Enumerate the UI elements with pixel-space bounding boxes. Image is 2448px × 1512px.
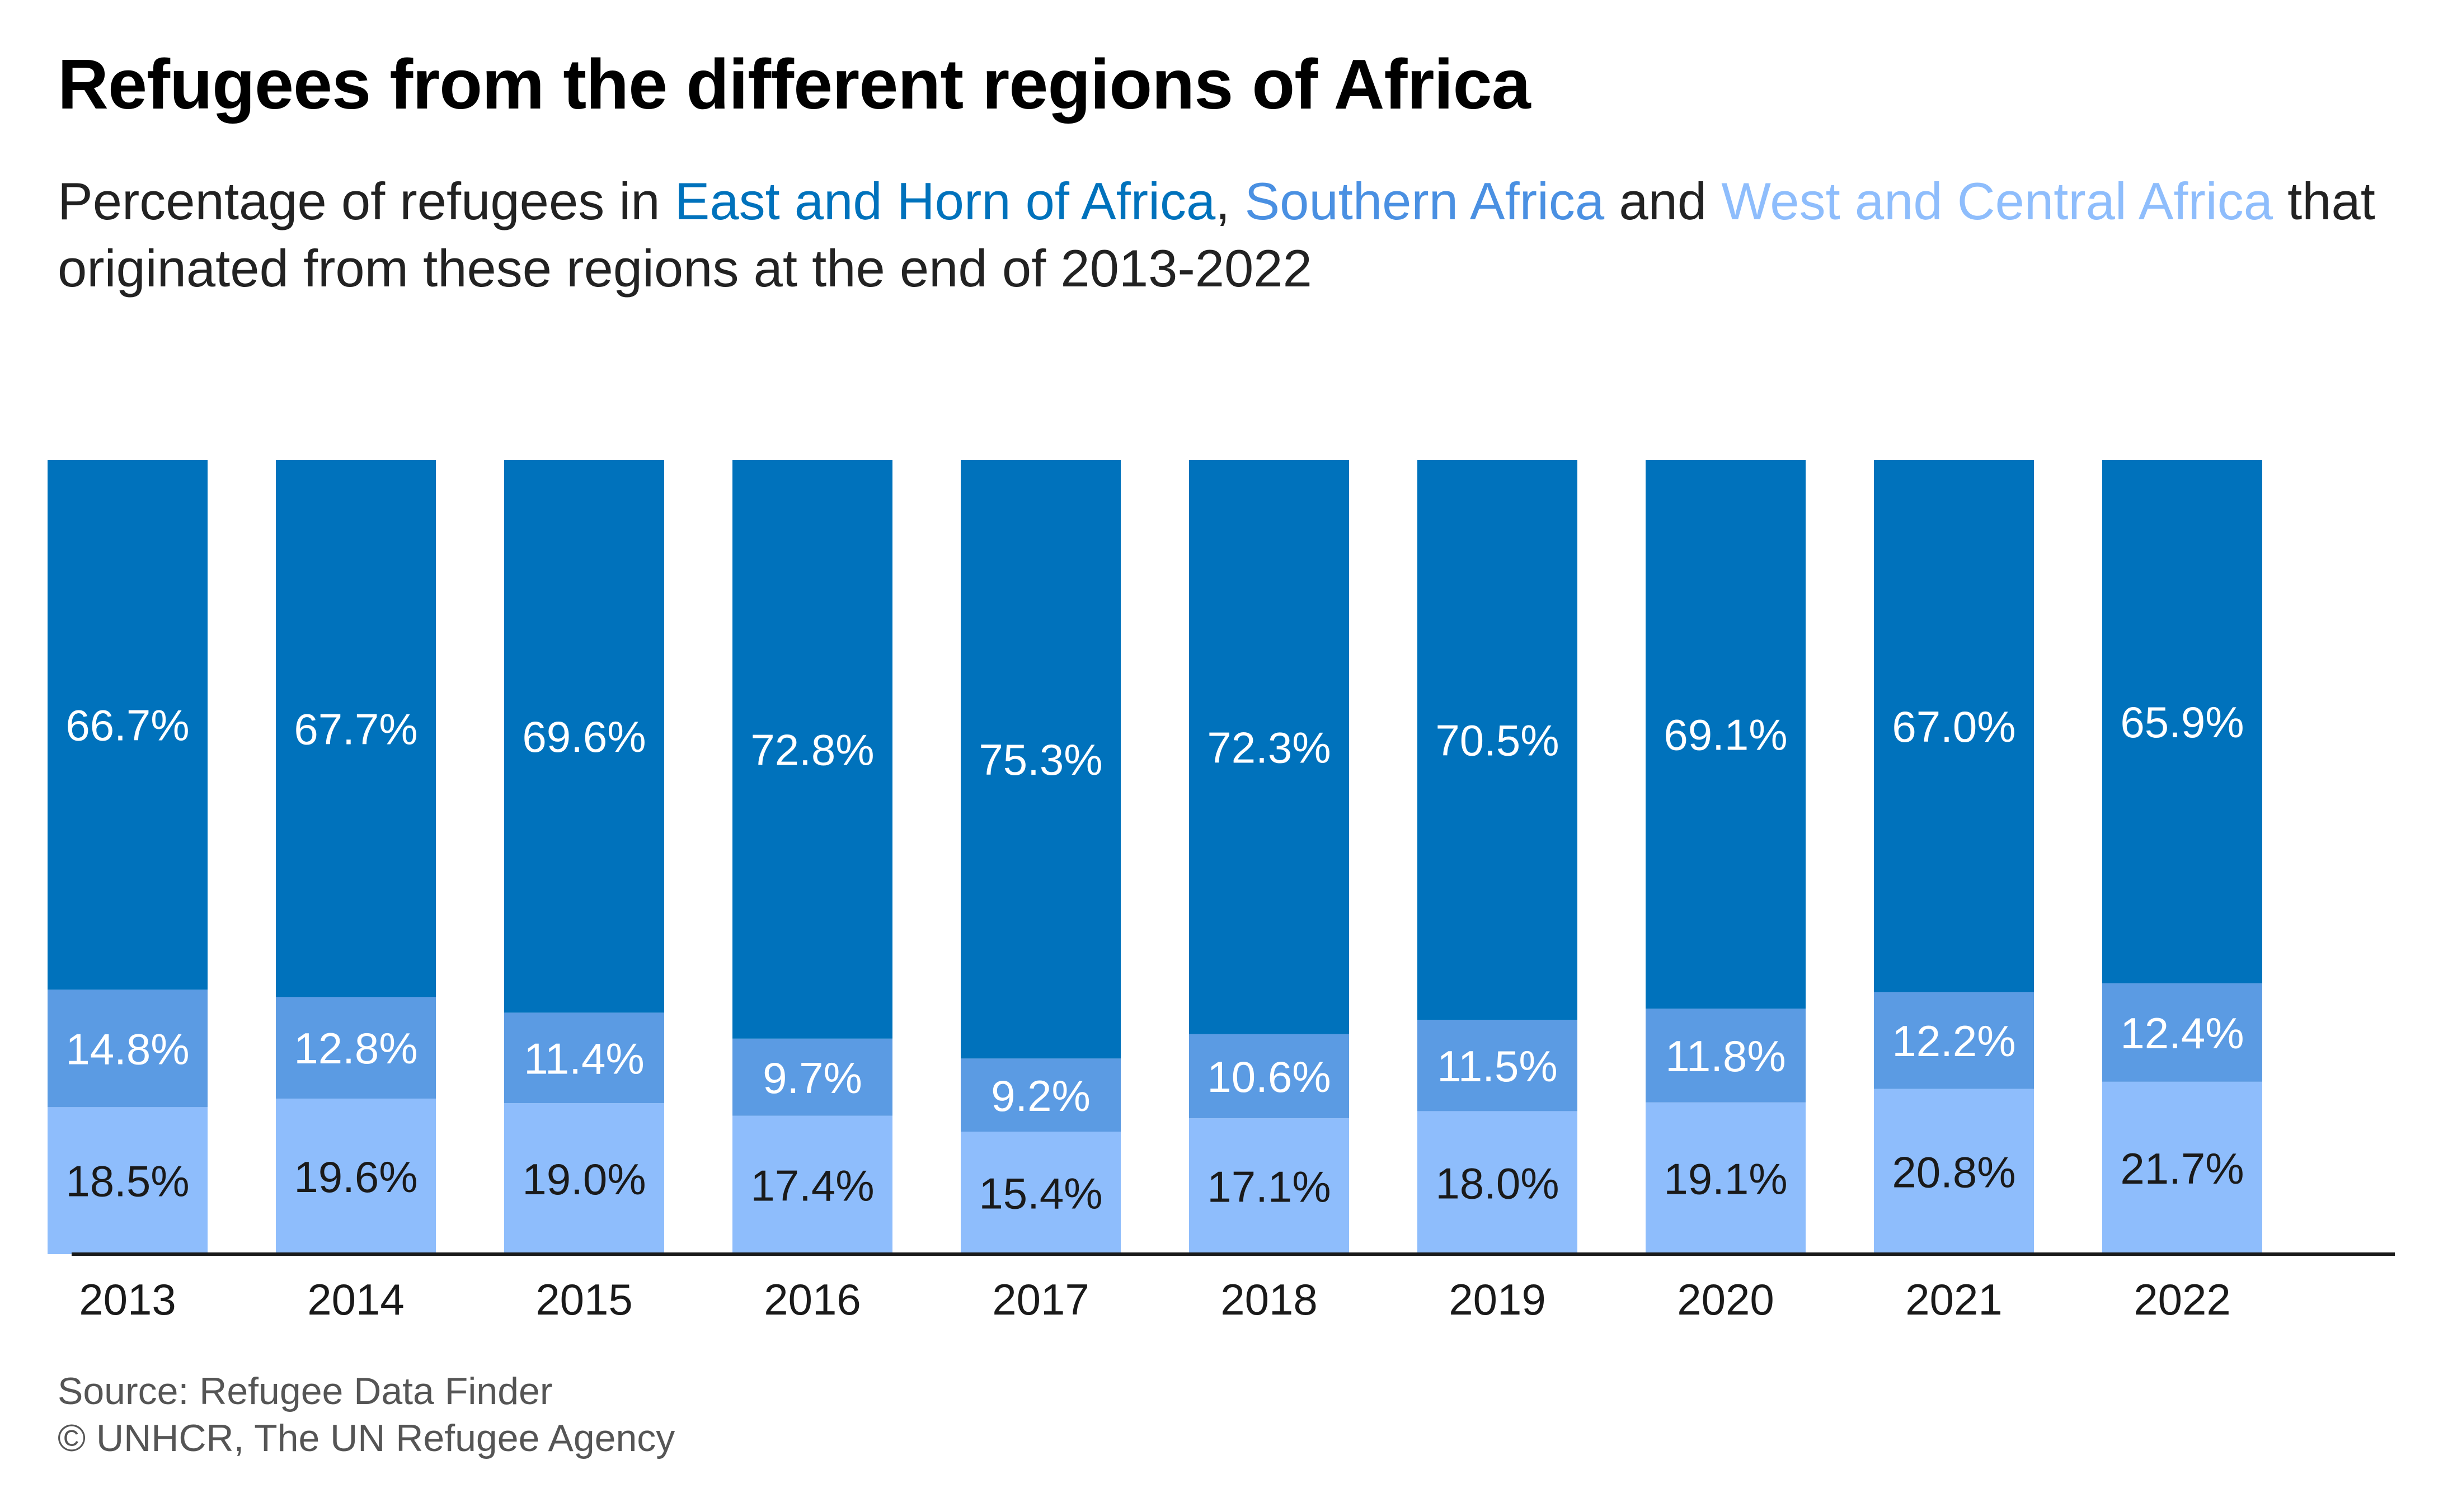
x-tick-label-2021: 2021 — [1905, 1275, 2003, 1324]
bar-segment-west-central-2018 — [1189, 1118, 1349, 1254]
data-label-east-horn-2017: 75.3% — [979, 735, 1102, 784]
data-label-east-horn-2015: 69.6% — [522, 712, 646, 761]
bar-segment-east-horn-2018 — [1189, 460, 1349, 1034]
data-label-west-central-2022: 21.7% — [2120, 1144, 2244, 1193]
bar-segment-southern-2018 — [1189, 1034, 1349, 1119]
data-label-west-central-2019: 18.0% — [1435, 1158, 1559, 1208]
legend-west-central: West and Central Africa — [1721, 172, 2273, 230]
data-label-southern-2019: 11.5% — [1437, 1042, 1557, 1091]
data-label-west-central-2014: 19.6% — [294, 1152, 417, 1202]
data-label-east-horn-2020: 69.1% — [1664, 710, 1787, 760]
bar-segment-west-central-2015 — [504, 1103, 664, 1254]
bar-segment-east-horn-2017 — [961, 460, 1121, 1059]
chart-title: Refugees from the different regions of A… — [58, 45, 1531, 124]
x-tick-label-2019: 2019 — [1449, 1275, 1546, 1324]
data-label-east-horn-2022: 65.9% — [2120, 698, 2244, 747]
x-axis-ticks: 2013 2014 2015 2016 2017 2018 2019 2020 2021 2022 — [79, 1275, 2231, 1324]
data-label-southern-2020: 11.8% — [1665, 1031, 1786, 1081]
bar-segment-southern-2021 — [1874, 992, 2034, 1089]
subtitle-suffix: that originated from these regions at th… — [58, 172, 2375, 298]
bars-layer — [48, 460, 2262, 1254]
data-label-southern-2015: 11.4% — [524, 1034, 644, 1083]
legend-southern: Southern Africa — [1244, 172, 1605, 230]
data-label-southern-2022: 12.4% — [2120, 1009, 2244, 1058]
bar-segment-west-central-2014 — [276, 1098, 436, 1254]
x-tick-label-2016: 2016 — [764, 1275, 861, 1324]
bar-segment-east-horn-2013 — [48, 460, 208, 990]
x-tick-label-2018: 2018 — [1220, 1275, 1318, 1324]
data-label-west-central-2016: 17.4% — [750, 1161, 874, 1210]
data-label-east-horn-2018: 72.3% — [1207, 723, 1331, 772]
bar-segment-east-horn-2021 — [1874, 460, 2034, 992]
bar-segment-west-central-2013 — [48, 1107, 208, 1254]
x-tick-label-2020: 2020 — [1677, 1275, 1774, 1324]
bar-segment-southern-2022 — [2102, 983, 2262, 1082]
bar-segment-west-central-2016 — [732, 1115, 892, 1254]
x-tick-label-2015: 2015 — [535, 1275, 633, 1324]
data-label-east-horn-2016: 72.8% — [750, 725, 874, 774]
bar-segment-east-horn-2022 — [2102, 460, 2262, 983]
data-label-east-horn-2021: 67.0% — [1892, 702, 2015, 751]
bar-segment-southern-2019 — [1417, 1020, 1577, 1111]
data-label-west-central-2018: 17.1% — [1207, 1162, 1331, 1212]
data-label-west-central-2017: 15.4% — [979, 1169, 1102, 1218]
bar-segment-west-central-2019 — [1417, 1111, 1577, 1254]
bar-segment-southern-2015 — [504, 1012, 664, 1104]
subtitle-separator: and — [1604, 172, 1722, 230]
data-label-southern-2013: 14.8% — [65, 1024, 189, 1073]
bar-segment-west-central-2022 — [2102, 1081, 2262, 1254]
data-label-southern-2018: 10.6% — [1207, 1052, 1331, 1101]
bar-segment-southern-2014 — [276, 997, 436, 1099]
x-tick-label-2022: 2022 — [2134, 1275, 2231, 1324]
data-label-west-central-2021: 20.8% — [1892, 1147, 2015, 1197]
bar-segment-west-central-2021 — [1874, 1089, 2034, 1254]
data-label-southern-2021: 12.2% — [1892, 1016, 2015, 1066]
data-label-southern-2014: 12.8% — [294, 1024, 417, 1073]
data-label-southern-2016: 9.7% — [763, 1053, 862, 1103]
x-tick-label-2014: 2014 — [307, 1275, 405, 1324]
source-note: Source: Refugee Data Finder — [58, 1370, 553, 1412]
bar-segment-southern-2017 — [961, 1058, 1121, 1132]
bar-segment-west-central-2020 — [1646, 1102, 1806, 1254]
data-label-west-central-2015: 19.0% — [522, 1155, 646, 1204]
x-tick-label-2017: 2017 — [992, 1275, 1089, 1324]
bar-segment-southern-2020 — [1646, 1009, 1806, 1103]
bar-segment-west-central-2017 — [961, 1132, 1121, 1254]
data-label-east-horn-2013: 66.7% — [65, 701, 189, 750]
legend-east-horn: East and Horn of Africa — [674, 172, 1216, 230]
data-label-west-central-2020: 19.1% — [1664, 1154, 1787, 1203]
x-tick-label-2013: 2013 — [79, 1275, 176, 1324]
bar-segment-southern-2016 — [732, 1038, 892, 1116]
bar-segment-east-horn-2014 — [276, 460, 436, 997]
bar-segment-east-horn-2016 — [732, 460, 892, 1039]
footer: Source: Refugee Data Finder © UNHCR, The… — [58, 1368, 675, 1462]
bar-segment-southern-2013 — [48, 990, 208, 1108]
labels-layer: 18.5% 14.8% 66.7% 19.6% 12.8% 67.7% 19.0% 11.4%… — [65, 698, 2244, 1218]
bar-segment-east-horn-2020 — [1646, 460, 1806, 1009]
bar-segment-east-horn-2015 — [504, 460, 664, 1013]
data-label-east-horn-2014: 67.7% — [294, 704, 417, 753]
bar-segment-east-horn-2019 — [1417, 460, 1577, 1020]
chart-subtitle: Percentage of refugees in East and Horn … — [58, 168, 2408, 302]
subtitle-separator: , — [1215, 172, 1245, 230]
data-label-west-central-2013: 18.5% — [65, 1157, 189, 1206]
data-label-southern-2017: 9.2% — [991, 1071, 1091, 1120]
credit-note: © UNHCR, The UN Refugee Agency — [58, 1417, 675, 1459]
data-label-east-horn-2019: 70.5% — [1435, 716, 1559, 765]
subtitle-prefix: Percentage of refugees in — [58, 172, 675, 230]
